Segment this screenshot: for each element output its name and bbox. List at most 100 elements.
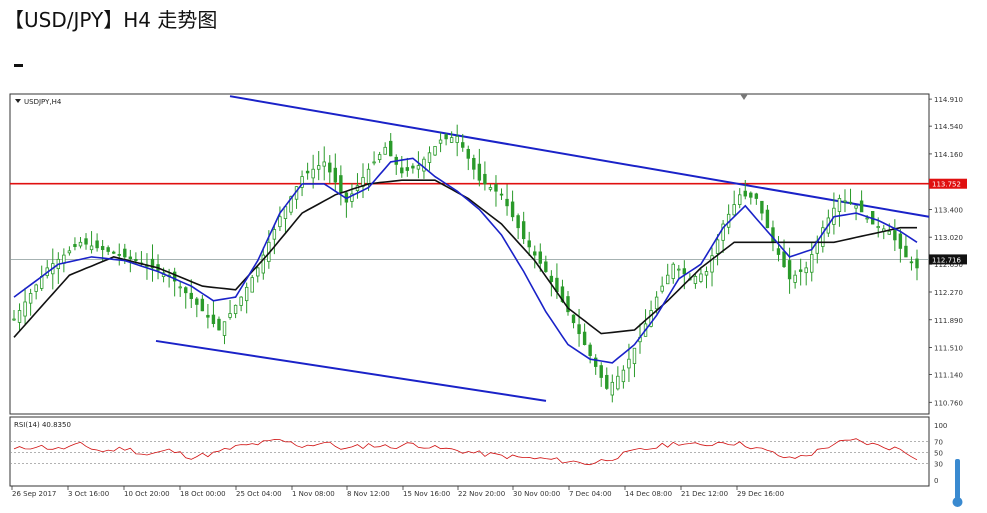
candle-body bbox=[100, 246, 105, 251]
candle-body bbox=[184, 287, 188, 294]
scroll-thermometer-icon[interactable] bbox=[952, 459, 963, 507]
candle-body bbox=[582, 331, 587, 345]
candle-body bbox=[433, 146, 437, 156]
candle-body bbox=[350, 193, 354, 202]
candle-body bbox=[300, 176, 304, 188]
candle-body bbox=[28, 293, 33, 304]
candle-body bbox=[704, 271, 709, 276]
rsi-tick-label: 70 bbox=[934, 439, 943, 447]
candle-body bbox=[660, 285, 664, 292]
candle-body bbox=[671, 263, 675, 279]
candle-body bbox=[217, 318, 221, 331]
candle-body bbox=[721, 223, 725, 241]
current-price-tag-label: 112.716 bbox=[932, 256, 961, 264]
candle-body bbox=[444, 134, 448, 140]
candle-body bbox=[211, 314, 216, 324]
candle-body bbox=[289, 196, 293, 213]
candle-body bbox=[566, 296, 570, 313]
candle-body bbox=[544, 261, 548, 272]
rsi-label: RSI(14) 40.8350 bbox=[14, 421, 71, 429]
candle-body bbox=[898, 233, 903, 249]
candle-body bbox=[322, 161, 326, 167]
candle-body bbox=[438, 139, 443, 144]
candle-body bbox=[538, 251, 542, 264]
candle-body bbox=[821, 227, 825, 247]
candle-body bbox=[261, 254, 265, 274]
candle-body bbox=[793, 274, 797, 283]
candle-body bbox=[754, 193, 759, 199]
candle-body bbox=[466, 148, 470, 159]
candle-body bbox=[621, 369, 626, 383]
candle-body bbox=[23, 301, 27, 317]
candle-body bbox=[549, 275, 554, 282]
x-tick-label: 10 Oct 20:00 bbox=[124, 490, 170, 498]
y-tick-label: 111.890 bbox=[934, 317, 963, 325]
rsi-tick-label: 0 bbox=[934, 477, 938, 485]
y-tick-label: 113.400 bbox=[934, 206, 963, 214]
candle-body bbox=[915, 258, 919, 269]
candle-body bbox=[505, 198, 509, 207]
candle-body bbox=[760, 200, 764, 214]
main-panel bbox=[9, 93, 930, 415]
candle-body bbox=[461, 142, 465, 148]
upper-channel-line bbox=[229, 95, 930, 218]
candle-body bbox=[516, 215, 520, 229]
candle-body bbox=[256, 267, 260, 277]
candle-body bbox=[494, 184, 498, 192]
candle-body bbox=[654, 296, 659, 310]
candle-body bbox=[305, 170, 310, 174]
candle-body bbox=[222, 321, 227, 336]
candle-body bbox=[710, 255, 714, 273]
candle-body bbox=[904, 245, 908, 258]
shift-marker-icon[interactable] bbox=[740, 94, 748, 100]
candle-body bbox=[67, 250, 72, 254]
candle-body bbox=[599, 365, 603, 378]
x-tick-label: 1 Nov 08:00 bbox=[292, 490, 335, 498]
candle-body bbox=[865, 217, 869, 220]
candle-body bbox=[859, 200, 864, 213]
candle-body bbox=[527, 240, 531, 248]
page-title: 【USD/JPY】H4 走势图 bbox=[4, 8, 218, 32]
candle-body bbox=[95, 240, 99, 249]
candle-body bbox=[411, 165, 415, 169]
y-tick-label: 113.020 bbox=[934, 234, 963, 242]
candle-body bbox=[195, 298, 199, 305]
candle-body bbox=[206, 314, 210, 318]
candle-body bbox=[876, 226, 880, 229]
candle-body bbox=[106, 247, 110, 252]
candle-body bbox=[577, 324, 581, 335]
dash-mark bbox=[14, 64, 23, 67]
rsi-tick-label: 50 bbox=[934, 450, 943, 458]
candle-body bbox=[84, 238, 88, 245]
candle-body bbox=[854, 205, 858, 209]
x-tick-label: 26 Sep 2017 bbox=[12, 490, 56, 498]
candle-body bbox=[909, 261, 914, 264]
candle-body bbox=[843, 200, 847, 203]
candle-body bbox=[400, 167, 404, 174]
candle-body bbox=[605, 374, 609, 389]
y-tick-label: 110.760 bbox=[934, 399, 963, 407]
candle-body bbox=[34, 284, 38, 292]
y-tick-label: 114.160 bbox=[934, 151, 963, 159]
candle-body bbox=[787, 260, 792, 280]
candle-body bbox=[328, 162, 332, 173]
candle-body bbox=[316, 165, 321, 170]
candle-body bbox=[134, 258, 138, 261]
candle-body bbox=[278, 216, 282, 228]
x-tick-label: 25 Oct 04:00 bbox=[236, 490, 282, 498]
candle-body bbox=[699, 273, 703, 282]
candle-body bbox=[89, 245, 94, 251]
candle-body bbox=[627, 358, 631, 369]
candle-body bbox=[510, 201, 515, 218]
symbol-dropdown-icon[interactable] bbox=[15, 99, 21, 103]
resistance-tag bbox=[929, 178, 967, 189]
candle-body bbox=[372, 161, 376, 164]
y-tick-label: 111.510 bbox=[934, 345, 963, 353]
candle-body bbox=[776, 248, 781, 255]
y-tick-label: 114.540 bbox=[934, 123, 963, 131]
current-price-tag bbox=[929, 254, 967, 265]
candle-body bbox=[339, 175, 343, 193]
x-tick-label: 21 Dec 12:00 bbox=[681, 490, 728, 498]
candle-body bbox=[677, 268, 681, 271]
